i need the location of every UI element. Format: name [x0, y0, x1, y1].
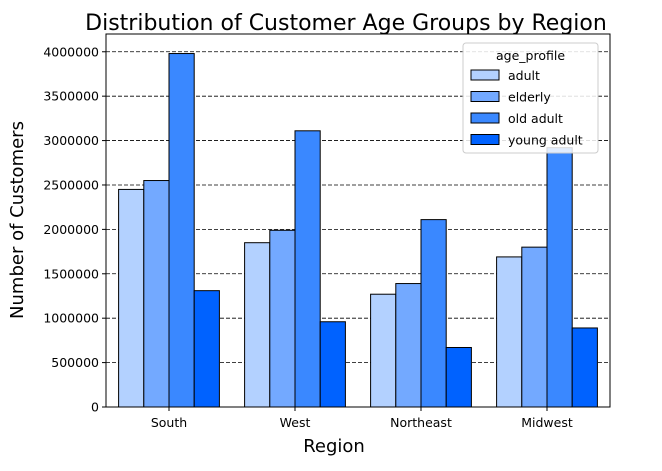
bar-south-adult	[118, 188, 145, 408]
bar-west-elderly	[269, 229, 296, 408]
y-tick-label: 0	[91, 400, 99, 415]
legend-label: elderly	[508, 90, 551, 105]
bar-northeast-young-adult	[445, 346, 472, 408]
bar-northeast-adult	[370, 293, 397, 408]
y-axis-ticks: 0 500000 1000000 1500000 2000000 2500000 30000…	[43, 44, 106, 415]
bar-west-young-adult	[319, 321, 346, 408]
y-axis-label: Number of Customers	[7, 121, 28, 319]
legend-swatch	[470, 134, 500, 145]
plot-frame	[105, 33, 611, 408]
legend-title: age_profile	[496, 48, 565, 63]
bar-south-elderly	[143, 180, 170, 408]
x-tick-label: Midwest	[521, 415, 573, 430]
x-tick-label: Northeast	[390, 415, 452, 430]
legend-swatch	[470, 69, 500, 81]
bar-northeast-old-adult	[420, 219, 447, 408]
bar-south-old-adult	[168, 53, 195, 408]
x-axis-label: Region	[303, 436, 365, 457]
bar-midwest-young-adult	[571, 327, 598, 408]
legend-swatch	[470, 112, 500, 124]
bar-west-adult	[244, 242, 271, 408]
bar-west-old-adult	[294, 130, 321, 408]
x-tick-label: West	[280, 415, 311, 430]
bar-midwest-old-adult	[546, 147, 573, 408]
legend-label: young adult	[508, 133, 583, 148]
bar-northeast-elderly	[395, 283, 422, 408]
y-tick-label: 3000000	[43, 133, 99, 148]
bars	[118, 53, 598, 408]
bar-midwest-adult	[496, 256, 523, 408]
legend-label: old adult	[508, 111, 563, 126]
chart-title: Distribution of Customer Age Groups by R…	[85, 11, 607, 36]
y-tick-label: 2000000	[43, 222, 99, 237]
legend-label: adult	[508, 68, 540, 83]
x-tick-label: South	[151, 415, 187, 430]
legend-swatch	[470, 91, 500, 102]
y-tick-label: 3500000	[43, 89, 99, 104]
bar-midwest-elderly	[521, 246, 548, 408]
x-axis-ticks: South West Northeast Midwest	[151, 407, 573, 430]
bar-south-young-adult	[193, 290, 220, 408]
y-tick-label: 4000000	[43, 44, 99, 59]
y-tick-label: 2500000	[43, 177, 99, 192]
y-tick-label: 500000	[51, 355, 99, 370]
y-tick-label: 1500000	[43, 266, 99, 281]
y-tick-label: 1000000	[43, 311, 99, 326]
